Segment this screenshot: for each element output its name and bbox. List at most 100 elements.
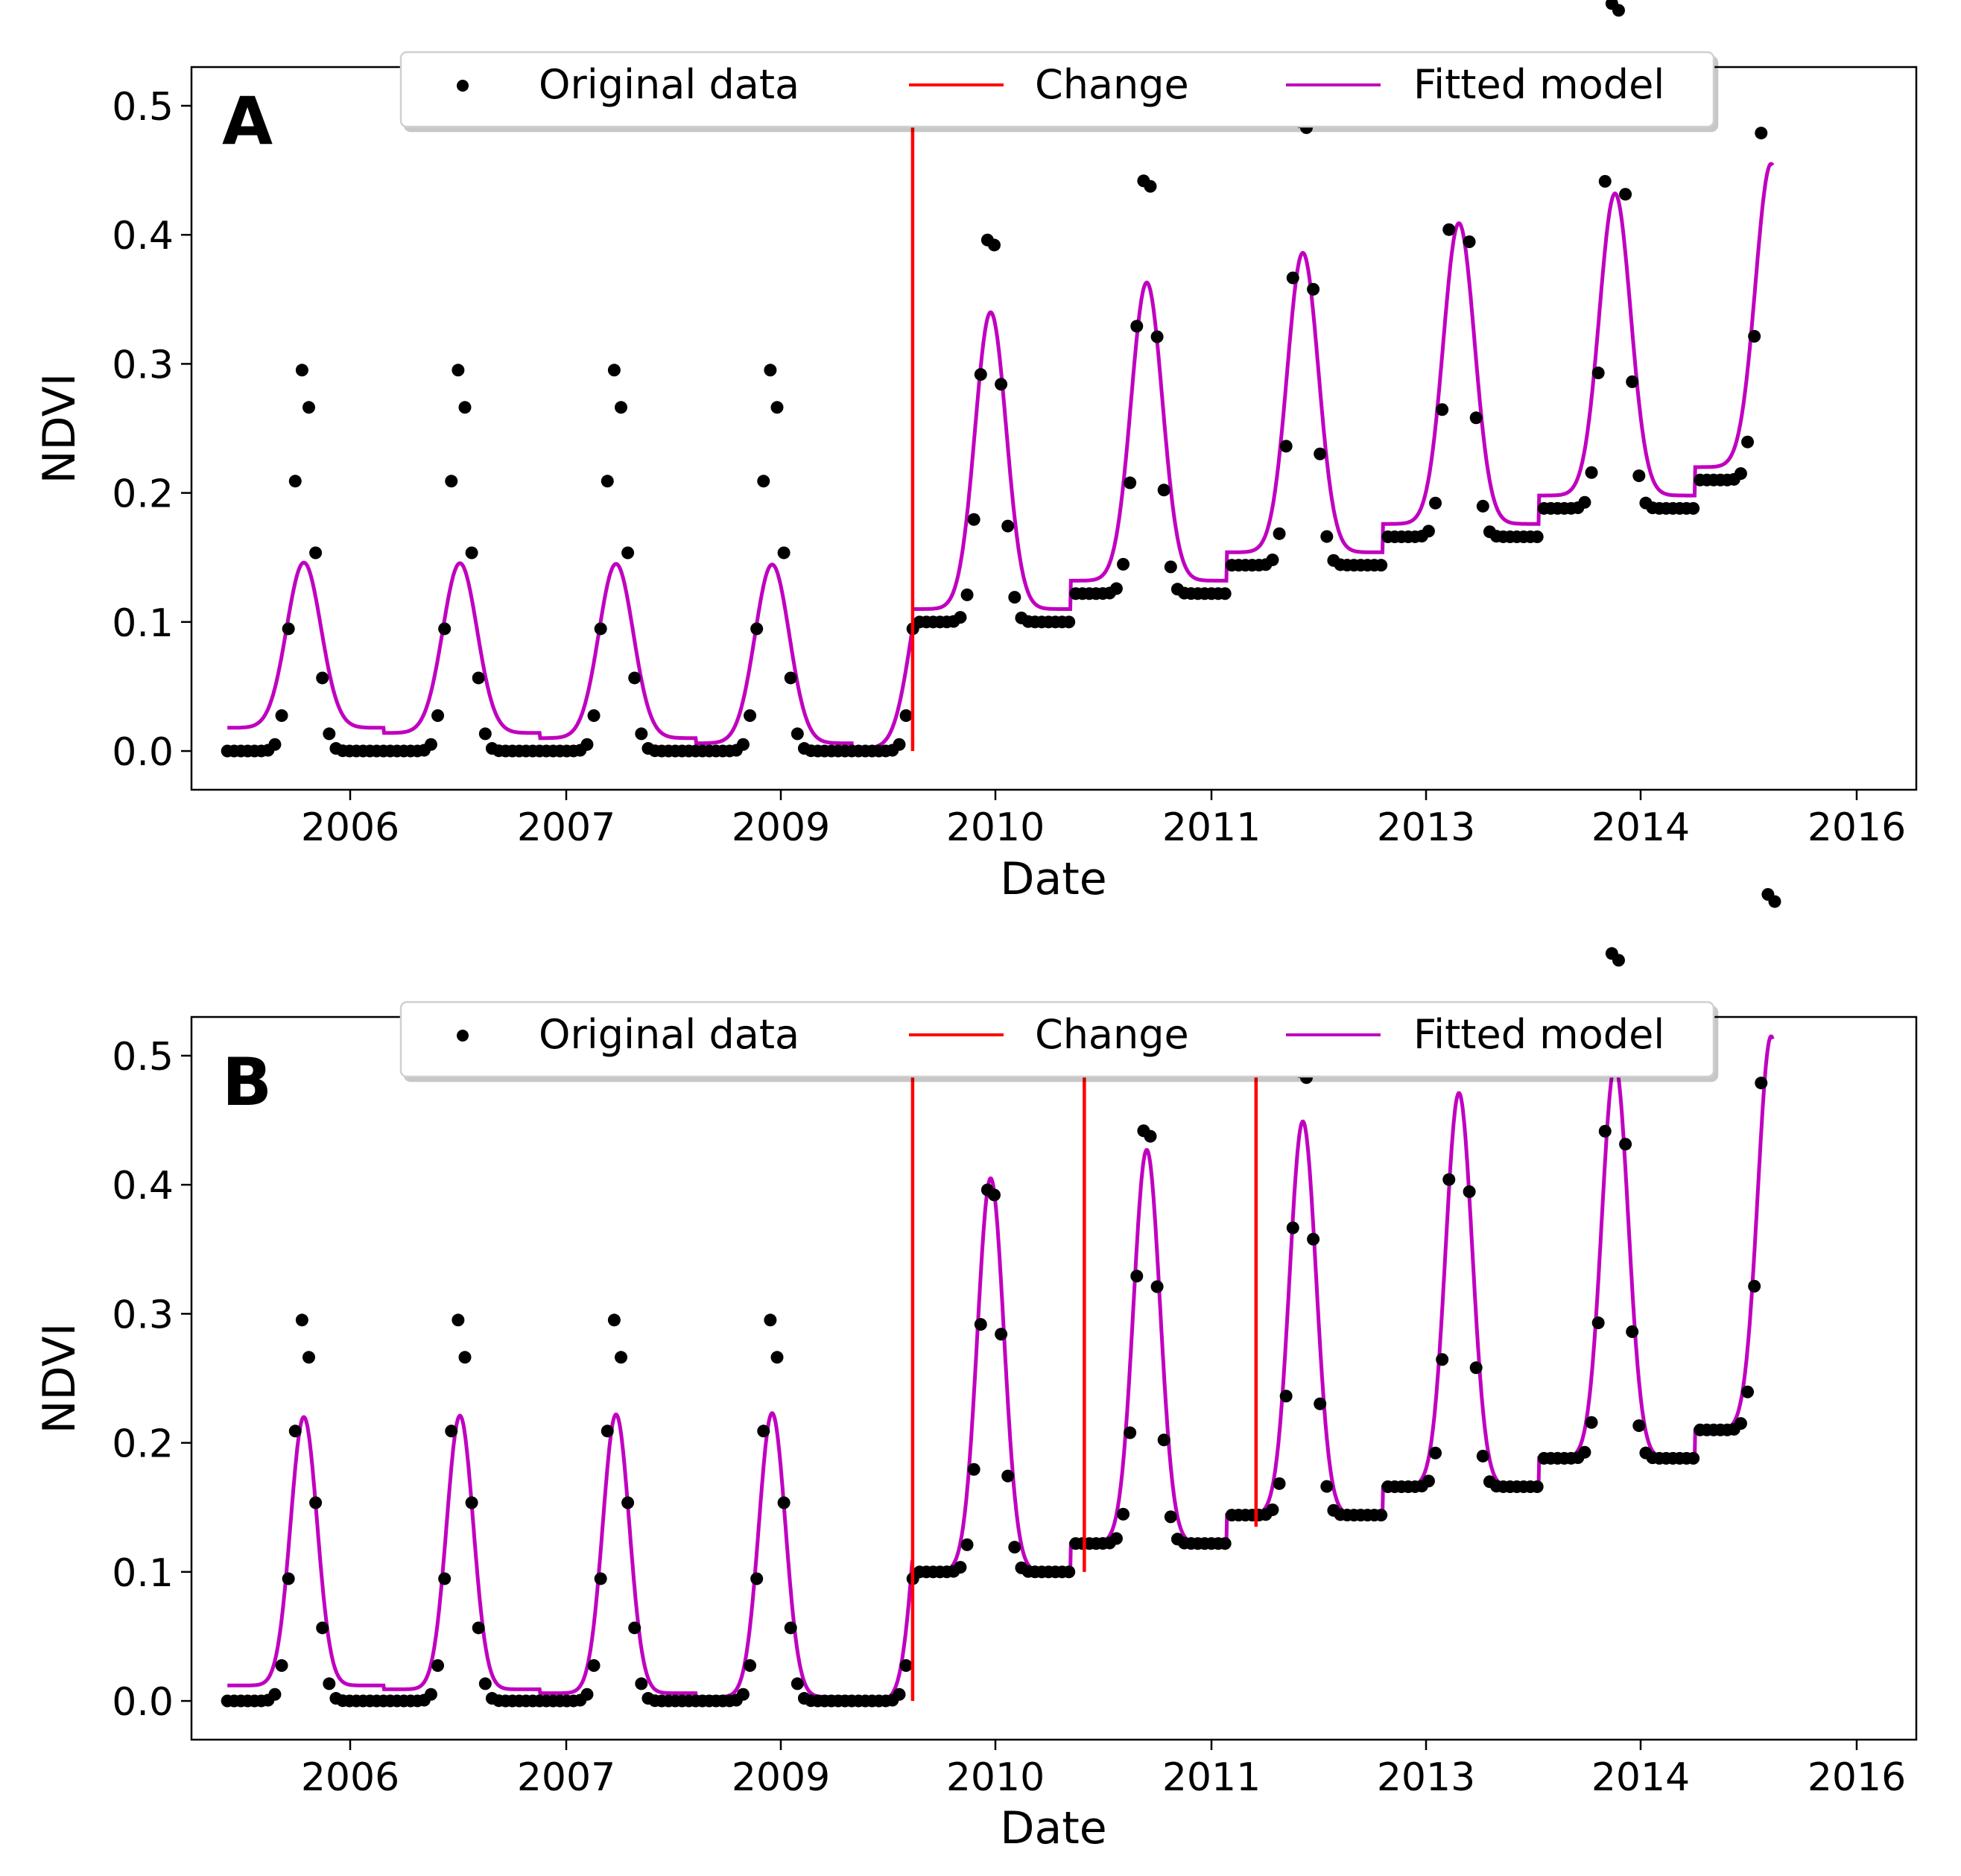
data-point: [1755, 127, 1768, 140]
x-tick-label: 2006: [301, 1755, 399, 1800]
data-point: [1273, 527, 1286, 540]
data-point: [628, 1621, 641, 1635]
data-point: [1157, 484, 1170, 497]
data-point: [587, 1659, 601, 1673]
x-tick-label: 2013: [1377, 805, 1475, 850]
data-point: [1530, 530, 1544, 543]
data-point: [784, 1621, 797, 1635]
data-point: [954, 1561, 967, 1574]
data-point: [431, 1659, 445, 1673]
data-point: [899, 709, 913, 723]
data-point: [1109, 582, 1123, 595]
data-point: [1273, 1477, 1286, 1490]
data-point: [1164, 1510, 1177, 1524]
data-point: [967, 1463, 980, 1476]
data-point: [1218, 587, 1232, 600]
x-axis-label-b: Date: [1000, 1802, 1106, 1854]
fitted-model-line: [227, 560, 914, 751]
y-tick-label: 0.3: [112, 343, 174, 387]
data-point: [594, 622, 607, 636]
data-point: [458, 1351, 472, 1364]
data-point: [1422, 525, 1435, 538]
data-point: [1768, 895, 1781, 908]
x-tick-label: 2016: [1808, 805, 1906, 850]
x-tick-label: 2011: [1162, 805, 1261, 850]
data-point: [472, 671, 485, 685]
data-point: [764, 1313, 777, 1327]
legend-dot-icon-a: [457, 80, 469, 92]
data-point: [1286, 271, 1299, 285]
y-tick-label: 0.1: [112, 601, 174, 646]
data-point: [445, 475, 458, 488]
data-point: [893, 1688, 906, 1701]
panel-b: 0.0 0.1 0.2 0.3 0.4 0.5 2006 2007 2009 2010 2011 2…: [34, 887, 1918, 1854]
data-point: [1375, 1509, 1388, 1522]
data-point: [1422, 1474, 1435, 1488]
data-point: [275, 709, 288, 723]
legend-change-label-b: Change: [1035, 1011, 1189, 1058]
legend-box-b: [399, 1001, 1715, 1078]
y-tick-label: 0.2: [112, 1422, 174, 1467]
data-point: [1062, 1565, 1076, 1579]
data-point: [1687, 501, 1700, 515]
data-point: [1307, 1232, 1320, 1246]
y-tick-label: 0.5: [112, 1035, 174, 1080]
data-point: [987, 1188, 1001, 1202]
fitted-model-line: [227, 1411, 914, 1703]
data-point: [1591, 367, 1605, 380]
data-point: [1687, 1451, 1700, 1465]
data-point: [1130, 1270, 1144, 1283]
data-point: [736, 1688, 750, 1701]
data-point: [1117, 557, 1130, 571]
data-point: [987, 238, 1001, 252]
data-point: [1469, 411, 1483, 425]
data-point: [1320, 530, 1334, 543]
data-point: [309, 1496, 323, 1509]
data-point: [302, 1351, 315, 1364]
data-point: [1741, 1385, 1755, 1398]
data-point: [1130, 320, 1144, 333]
data-point: [607, 1313, 621, 1327]
data-point: [1578, 495, 1591, 509]
x-axis-label-a: Date: [1000, 853, 1106, 905]
data-point: [438, 622, 452, 636]
data-point: [967, 513, 980, 526]
data-point: [974, 1318, 987, 1331]
data-point: [770, 1351, 784, 1364]
legend-observed-label-a: Original data: [539, 61, 799, 108]
data-point: [458, 401, 472, 414]
data-point: [580, 738, 594, 751]
data-point: [1314, 447, 1327, 460]
y-tick-label: 0.0: [112, 730, 174, 775]
data-point: [601, 1425, 614, 1438]
legend-observed-label-b: Original data: [539, 1011, 799, 1058]
data-point: [1626, 375, 1639, 388]
data-point: [268, 738, 282, 751]
x-tick-label: 2016: [1808, 1755, 1906, 1800]
data-point: [1062, 615, 1076, 629]
data-point: [1109, 1532, 1123, 1545]
data-point: [995, 378, 1008, 391]
data-point: [1375, 559, 1388, 572]
data-point: [1442, 223, 1456, 236]
data-point: [1626, 1325, 1639, 1338]
data-point: [1619, 188, 1632, 201]
panel-label-a: A: [222, 83, 273, 159]
x-tick-label: 2006: [301, 805, 399, 850]
legend-dot-icon-b: [457, 1030, 469, 1042]
legend-box-a: [399, 51, 1715, 128]
data-point: [1469, 1361, 1483, 1375]
data-point: [750, 1572, 764, 1585]
data-point: [1741, 435, 1755, 449]
data-point: [1157, 1433, 1170, 1447]
data-point: [1001, 519, 1015, 533]
data-point: [295, 1313, 308, 1327]
legend-b: Original data Change Fitted model: [399, 1001, 1715, 1078]
data-point: [1578, 1445, 1591, 1459]
data-point: [1632, 1419, 1646, 1433]
data-point: [465, 546, 478, 560]
data-point: [288, 1425, 302, 1438]
data-point: [1144, 1129, 1157, 1143]
data-point: [744, 1659, 757, 1673]
